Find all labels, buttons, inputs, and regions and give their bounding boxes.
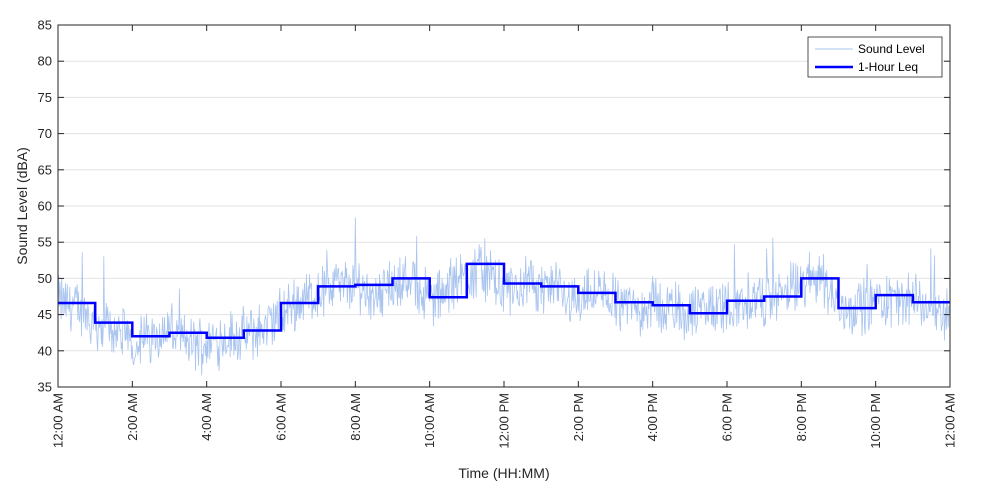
x-axis-label: Time (HH:MM) <box>458 465 549 481</box>
x-tick-label: 2:00 AM <box>125 393 140 441</box>
x-tick-label: 10:00 AM <box>422 393 437 448</box>
y-tick-label: 40 <box>38 343 52 358</box>
x-tick-label: 8:00 AM <box>348 393 363 441</box>
y-tick-label: 35 <box>38 380 52 395</box>
legend: Sound Level 1-Hour Leq <box>807 36 943 78</box>
leq-step-line <box>58 262 950 340</box>
x-tick-label: 12:00 AM <box>51 393 66 448</box>
x-tick-label: 4:00 PM <box>645 393 660 441</box>
y-tick-label: 85 <box>38 18 52 33</box>
leq-series <box>58 262 950 340</box>
y-tick-label: 65 <box>38 162 52 177</box>
legend-label-sound-level: Sound Level <box>858 42 925 56</box>
x-tick-label: 8:00 PM <box>794 393 809 441</box>
x-tick-label: 6:00 AM <box>274 393 289 441</box>
y-tick-label: 60 <box>38 199 52 214</box>
x-tick-label: 6:00 PM <box>720 393 735 441</box>
x-tick-label: 12:00 AM <box>943 393 958 448</box>
legend-label-leq: 1-Hour Leq <box>858 60 918 74</box>
y-axis-label: Sound Level (dBA) <box>14 147 30 265</box>
x-tick-label: 12:00 PM <box>497 393 512 449</box>
y-tick-label: 70 <box>38 126 52 141</box>
y-tick-label: 80 <box>38 54 52 69</box>
y-tick-label: 50 <box>38 271 52 286</box>
x-tick-label: 2:00 PM <box>571 393 586 441</box>
legend-box <box>807 36 943 78</box>
y-tick-label: 45 <box>38 307 52 322</box>
x-tick-label: 10:00 PM <box>868 393 883 449</box>
x-tick-label: 4:00 AM <box>199 393 214 441</box>
y-axis: 35 40 45 50 55 60 65 70 75 80 85 <box>38 18 950 395</box>
y-tick-label: 55 <box>38 235 52 250</box>
y-tick-label: 75 <box>38 90 52 105</box>
x-axis: 12:00 AM 2:00 AM 4:00 AM 6:00 AM 8:00 AM 10:0… <box>51 25 958 449</box>
